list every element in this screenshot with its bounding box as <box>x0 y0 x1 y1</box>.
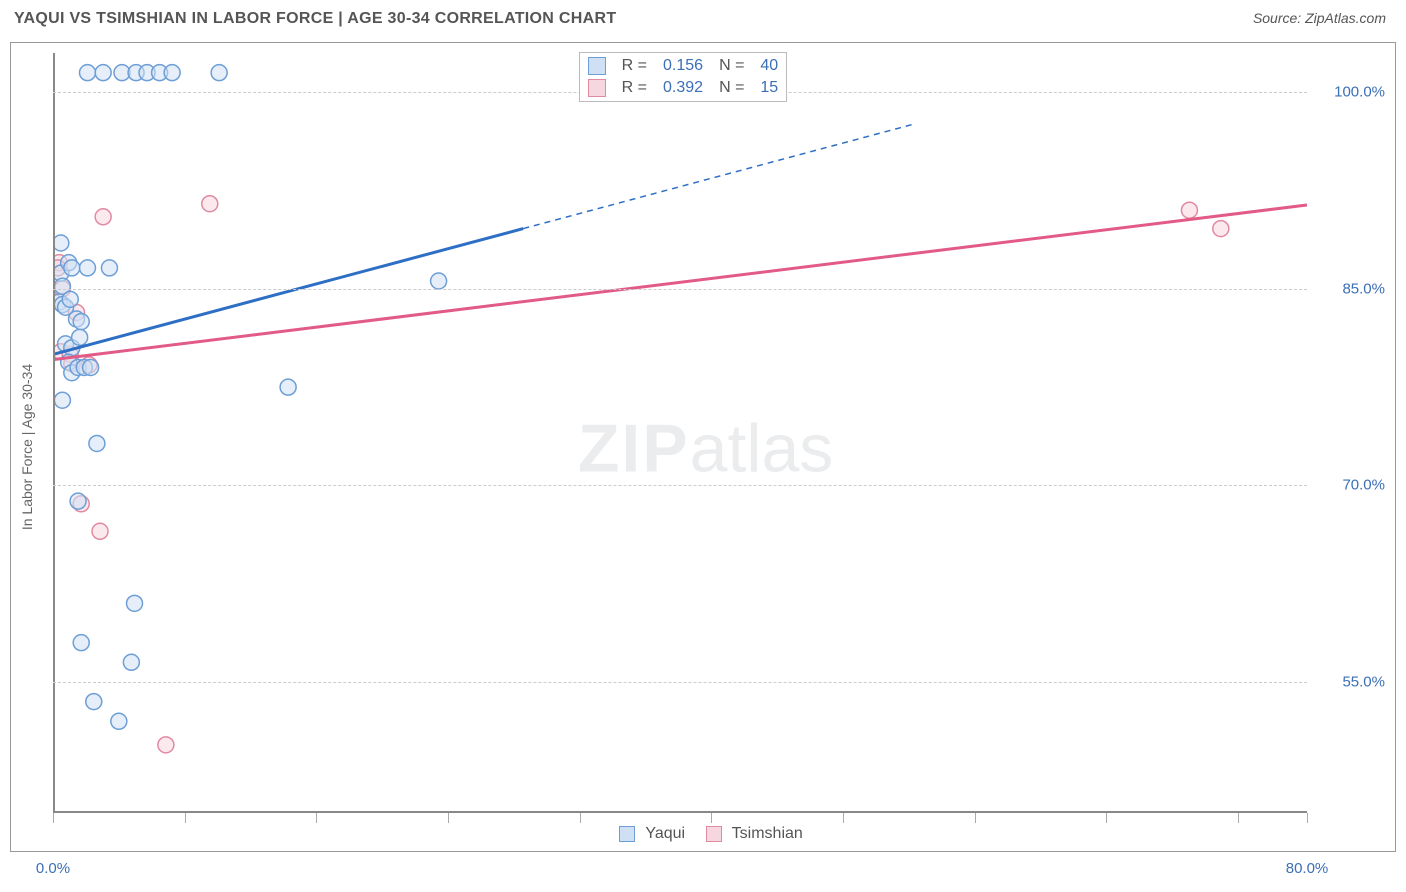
x-tick <box>580 813 581 823</box>
source-attribution: Source: ZipAtlas.com <box>1253 10 1386 26</box>
data-point <box>79 65 95 81</box>
legend-swatch-yaqui <box>619 826 635 842</box>
data-point <box>1181 202 1197 218</box>
y-tick-label: 55.0% <box>1315 673 1385 690</box>
data-point <box>280 379 296 395</box>
plot-area: ZIPatlas 55.0%70.0%85.0%100.0%0.0%80.0% <box>53 53 1307 813</box>
data-point <box>431 273 447 289</box>
data-point <box>73 314 89 330</box>
data-point <box>211 65 227 81</box>
legend-row-yaqui: R = 0.156 N = 40 <box>580 55 787 77</box>
data-point <box>1213 221 1229 237</box>
data-point <box>127 595 143 611</box>
source-prefix: Source: <box>1253 10 1305 26</box>
legend-r-label: R = <box>614 55 655 77</box>
trend-line-yaqui-dash <box>523 124 915 229</box>
x-axis-line <box>53 811 1307 813</box>
legend-n-yaqui: 40 <box>752 55 786 77</box>
trend-line-tsimshian <box>53 205 1307 360</box>
chart-frame: In Labor Force | Age 30-34 ZIPatlas 55.0… <box>10 42 1396 852</box>
x-tick <box>1106 813 1107 823</box>
legend-r-label: R = <box>614 77 655 99</box>
gridline-h <box>53 289 1307 290</box>
data-point <box>158 737 174 753</box>
y-tick-label: 100.0% <box>1315 84 1385 101</box>
data-point <box>164 65 180 81</box>
data-point <box>86 694 102 710</box>
data-point <box>83 359 99 375</box>
data-point <box>79 260 95 276</box>
gridline-h <box>53 682 1307 683</box>
data-point <box>89 435 105 451</box>
x-tick <box>53 813 54 823</box>
trend-line-yaqui <box>53 229 523 355</box>
data-point <box>73 635 89 651</box>
x-tick <box>975 813 976 823</box>
data-point <box>53 235 69 251</box>
y-tick-label: 85.0% <box>1315 280 1385 297</box>
legend-r-yaqui: 0.156 <box>655 55 711 77</box>
legend-label-tsimshian: Tsimshian <box>732 825 803 842</box>
legend-n-label: N = <box>711 77 752 99</box>
legend-swatch-tsimshian-top <box>588 79 606 97</box>
legend-swatch-yaqui-top <box>588 57 606 75</box>
legend-n-tsimshian: 15 <box>752 77 786 99</box>
legend-label-yaqui: Yaqui <box>645 825 685 842</box>
data-point <box>72 329 88 345</box>
legend-stats-table: R = 0.156 N = 40 R = 0.392 N = 15 <box>580 55 787 99</box>
data-point <box>62 291 78 307</box>
data-point <box>92 523 108 539</box>
x-tick <box>448 813 449 823</box>
header-row: YAQUI VS TSIMSHIAN IN LABOR FORCE | AGE … <box>0 0 1406 32</box>
data-point <box>101 260 117 276</box>
x-tick <box>1238 813 1239 823</box>
gridline-h <box>53 485 1307 486</box>
data-point <box>95 209 111 225</box>
x-tick-label: 80.0% <box>1286 860 1329 877</box>
legend-swatch-tsimshian <box>706 826 722 842</box>
data-point <box>95 65 111 81</box>
legend-top: R = 0.156 N = 40 R = 0.392 N = 15 <box>579 52 788 102</box>
legend-r-tsimshian: 0.392 <box>655 77 711 99</box>
data-point <box>54 392 70 408</box>
x-tick <box>711 813 712 823</box>
data-point <box>123 654 139 670</box>
x-tick <box>316 813 317 823</box>
data-point <box>202 196 218 212</box>
legend-bottom: Yaqui Tsimshian <box>11 825 1395 843</box>
x-tick <box>1307 813 1308 823</box>
x-tick <box>185 813 186 823</box>
x-tick-label: 0.0% <box>36 860 70 877</box>
y-axis-label: In Labor Force | Age 30-34 <box>19 364 35 530</box>
scatter-svg <box>53 53 1307 813</box>
legend-row-tsimshian: R = 0.392 N = 15 <box>580 77 787 99</box>
legend-n-label: N = <box>711 55 752 77</box>
source-name: ZipAtlas.com <box>1305 10 1386 26</box>
y-axis-line <box>53 53 55 813</box>
chart-title: YAQUI VS TSIMSHIAN IN LABOR FORCE | AGE … <box>14 10 616 28</box>
x-tick <box>843 813 844 823</box>
data-point <box>111 713 127 729</box>
data-point <box>70 493 86 509</box>
chart-container: YAQUI VS TSIMSHIAN IN LABOR FORCE | AGE … <box>0 0 1406 892</box>
data-point <box>64 260 80 276</box>
y-tick-label: 70.0% <box>1315 477 1385 494</box>
